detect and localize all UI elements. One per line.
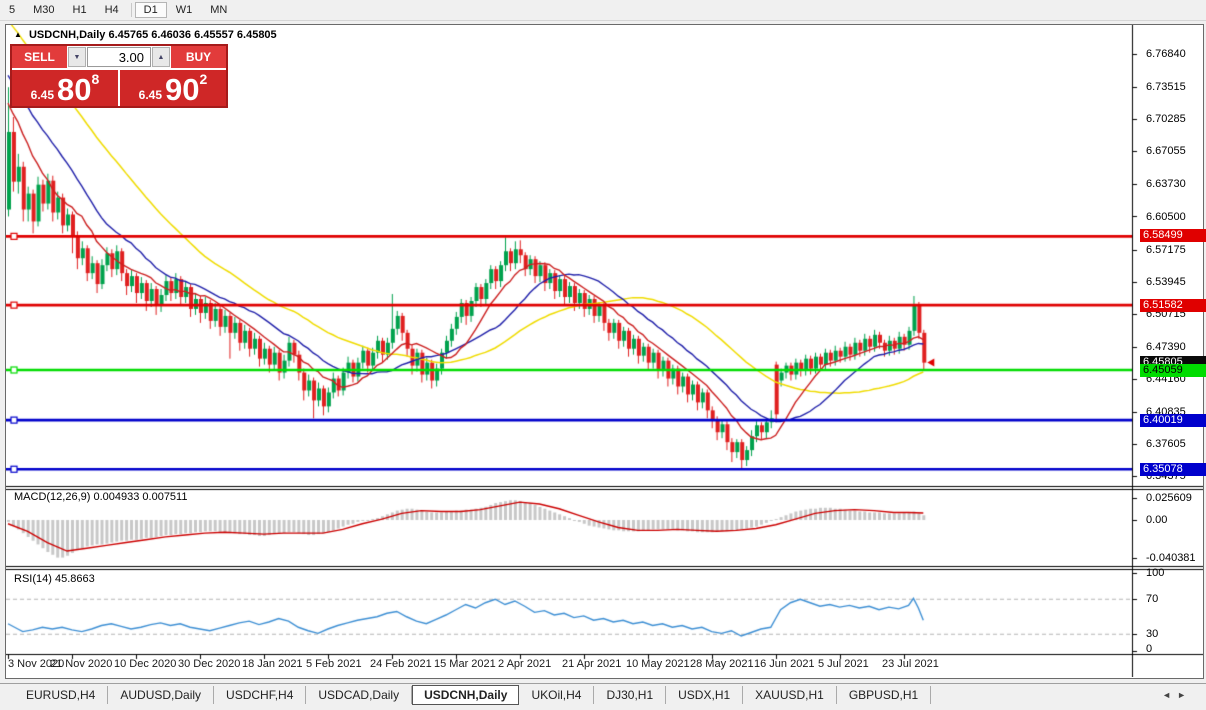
- price-axis-tick: 6.37605: [1146, 438, 1186, 450]
- tab-xauusd-h1[interactable]: XAUUSD,H1: [743, 686, 837, 704]
- volume-increase-button[interactable]: ▲: [152, 47, 170, 67]
- price-axis-tick: 6.67055: [1146, 145, 1186, 157]
- price-axis-tick: 6.70285: [1146, 113, 1186, 125]
- resistance-level-badge: 6.58499: [1140, 229, 1206, 242]
- sell-price-pips: 80: [57, 72, 92, 107]
- buy-price-prefix: 6.45: [138, 88, 163, 102]
- price-axis-tick: 6.76840: [1146, 48, 1186, 60]
- tab-ukoil-h4[interactable]: UKOil,H4: [519, 686, 595, 704]
- date-label: 16 Jun 2021: [754, 658, 815, 670]
- timeframe-w1[interactable]: W1: [175, 4, 193, 16]
- rsi-axis-tick: 0: [1146, 643, 1153, 655]
- chart-window: ▲ USDCNH,Daily 6.45765 6.46036 6.45557 6…: [5, 24, 1206, 679]
- macd-axis-tick: -0.040381: [1146, 552, 1196, 564]
- date-label: 5 Jul 2021: [818, 658, 869, 670]
- tab-eurusd-h4[interactable]: EURUSD,H4: [14, 686, 109, 704]
- buy-price-display[interactable]: 6.45 90 2: [120, 70, 226, 106]
- price-axis-tick: 6.63730: [1146, 178, 1186, 190]
- sell-price-display[interactable]: 6.45 80 8: [12, 70, 118, 106]
- price-axis-tick: 6.57175: [1146, 244, 1186, 256]
- date-label: 10 May 2021: [626, 658, 690, 670]
- date-label: 21 Nov 2020: [50, 658, 113, 670]
- collapse-icon[interactable]: ▲: [14, 30, 22, 39]
- macd-axis-tick: 0.025609: [1146, 492, 1192, 504]
- pivot-level-badge: 6.45059: [1140, 364, 1206, 377]
- sell-price-point: 8: [91, 71, 100, 87]
- resistance-level-badge: 6.51582: [1140, 299, 1206, 312]
- price-axis-tick: 6.53945: [1146, 276, 1186, 288]
- macd-indicator-label: MACD(12,26,9) 0.004933 0.007511: [14, 491, 188, 503]
- date-label: 15 Mar 2021: [434, 658, 496, 670]
- timeframe-d1[interactable]: D1: [134, 2, 167, 18]
- sell-price-prefix: 6.45: [30, 88, 55, 102]
- price-axis-tick: 6.60500: [1146, 211, 1186, 223]
- bid-ask-row: 6.45 80 8 6.45 90 2: [12, 70, 226, 106]
- timeframe-m5[interactable]: 5: [9, 4, 16, 16]
- sell-button[interactable]: SELL: [12, 46, 67, 68]
- date-label: 24 Feb 2021: [370, 658, 432, 670]
- chart-tabs: EURUSD,H4 AUDUSD,Daily USDCHF,H4 USDCAD,…: [0, 683, 1206, 706]
- rsi-axis-tick: 30: [1146, 628, 1159, 640]
- volume-input[interactable]: 3.00: [87, 47, 151, 67]
- price-axis-tick: 6.47390: [1146, 341, 1186, 353]
- timeframe-toolbar: 5 M30 H1 H4 D1 W1 MN: [0, 0, 1206, 21]
- buy-price-point: 2: [199, 71, 208, 87]
- price-axis-tick: 6.73515: [1146, 81, 1186, 93]
- price-chart-canvas[interactable]: [6, 25, 1203, 677]
- one-click-trading-panel: SELL ▼ 3.00 ▲ BUY 6.45 80 8 6.45 90 2: [10, 44, 228, 108]
- rsi-axis-tick: 70: [1146, 593, 1159, 605]
- date-label: 3 Nov 2020: [8, 658, 65, 670]
- chart-ohlc-values: 6.45765 6.46036 6.45557 6.45805: [108, 29, 277, 41]
- tab-usdx-h1[interactable]: USDX,H1: [666, 686, 744, 704]
- date-label: 10 Dec 2020: [114, 658, 177, 670]
- tab-usdchf-h4[interactable]: USDCHF,H4: [214, 686, 307, 704]
- scroll-right-icon[interactable]: ►: [1177, 690, 1192, 700]
- timeframe-mn[interactable]: MN: [210, 4, 228, 16]
- buy-button[interactable]: BUY: [171, 46, 226, 68]
- tab-usdcad-daily[interactable]: USDCAD,Daily: [306, 686, 413, 704]
- spin-down-icon: ▼: [73, 53, 81, 61]
- date-label: 28 May 2021: [690, 658, 754, 670]
- tab-dj30-h1[interactable]: DJ30,H1: [594, 686, 667, 704]
- rsi-axis-tick: 100: [1146, 567, 1165, 579]
- date-label: 23 Jul 2021: [882, 658, 939, 670]
- date-label: 30 Dec 2020: [178, 658, 241, 670]
- timeframe-m30[interactable]: M30: [33, 4, 55, 16]
- tab-audusd-daily[interactable]: AUDUSD,Daily: [108, 686, 215, 704]
- toolbar-separator: [130, 3, 132, 17]
- tab-scroll-arrows[interactable]: ◄►: [1162, 690, 1192, 700]
- date-label: 5 Feb 2021: [306, 658, 362, 670]
- date-label: 2 Apr 2021: [498, 658, 552, 670]
- timeframe-h4[interactable]: H4: [104, 4, 119, 16]
- scroll-left-icon[interactable]: ◄: [1162, 690, 1178, 700]
- chart-title: ▲ USDCNH,Daily 6.45765 6.46036 6.45557 6…: [14, 29, 277, 41]
- date-label: 21 Apr 2021: [562, 658, 622, 670]
- spin-up-icon: ▲: [157, 53, 165, 61]
- macd-axis-tick: 0.00: [1146, 514, 1168, 526]
- timeframe-h1[interactable]: H1: [72, 4, 87, 16]
- tab-gbpusd-h1[interactable]: GBPUSD,H1: [837, 686, 932, 704]
- rsi-indicator-label: RSI(14) 45.8663: [14, 573, 95, 585]
- chart-symbol-label: USDCNH,Daily: [28, 29, 106, 41]
- volume-decrease-button[interactable]: ▼: [68, 47, 86, 67]
- buy-price-pips: 90: [165, 72, 200, 107]
- support-level-badge: 6.35078: [1140, 463, 1206, 476]
- order-entry-row: SELL ▼ 3.00 ▲ BUY: [12, 46, 226, 68]
- date-label: 18 Jan 2021: [242, 658, 303, 670]
- tab-usdcnh-daily[interactable]: USDCNH,Daily: [412, 685, 520, 705]
- support-level-badge: 6.40019: [1140, 414, 1206, 427]
